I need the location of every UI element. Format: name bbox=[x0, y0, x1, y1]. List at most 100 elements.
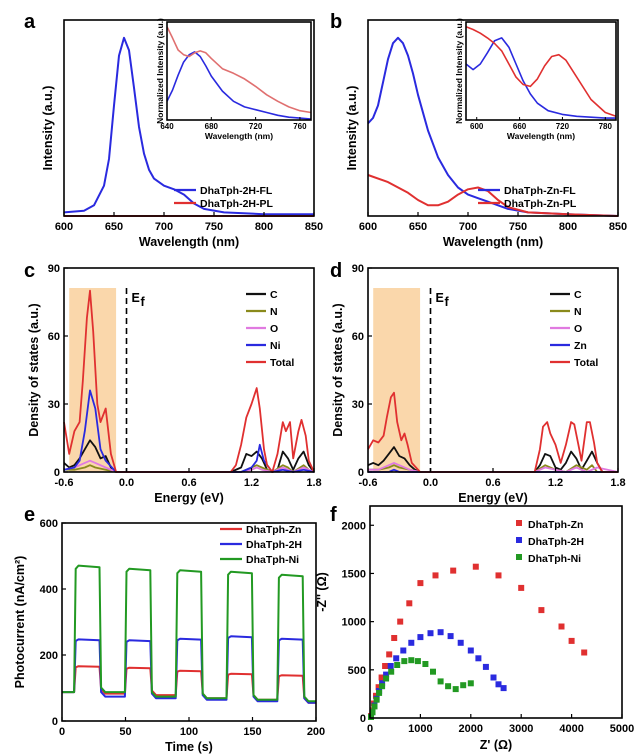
data-point bbox=[495, 681, 502, 688]
data-point bbox=[383, 671, 390, 678]
data-point bbox=[475, 655, 482, 662]
panel-b: b 600 650 700 750 800 850 Wavelength (nm) Intens… bbox=[330, 11, 627, 249]
panel-e-legend-label: DhaTph-Ni bbox=[246, 554, 299, 566]
panel-a-legend-label: DhaTph-2H-PL bbox=[200, 198, 273, 210]
panel-d-ytick-label: 60 bbox=[352, 331, 364, 343]
data-point bbox=[457, 639, 464, 646]
panel-letter: e bbox=[24, 504, 35, 526]
inset-xtick-label: 780 bbox=[599, 122, 613, 131]
data-point bbox=[452, 686, 459, 693]
panel-f-legend-label: DhaTph-Ni bbox=[528, 553, 581, 565]
panel-c-legend-label: Ni bbox=[270, 340, 281, 352]
panel-f-ytick-label: 0 bbox=[360, 713, 366, 725]
panel-d-xtick-label: -0.6 bbox=[359, 477, 378, 489]
series-DhaTph-Zn bbox=[368, 563, 588, 720]
panel-b-legend-label: DhaTph-Zn-PL bbox=[504, 198, 577, 210]
data-point bbox=[406, 600, 413, 607]
panel-c-ytick-label: 30 bbox=[48, 399, 60, 411]
inset-xtick-label: 600 bbox=[470, 122, 484, 131]
panel-d-xtick-label: 0.0 bbox=[423, 477, 438, 489]
panel-d-legend-entry: C bbox=[550, 289, 582, 301]
panel-e-xtick-label: 200 bbox=[307, 726, 325, 738]
inset-y-axis-title: Normalized Intensity (a.u.) bbox=[155, 18, 165, 124]
data-point bbox=[581, 649, 588, 656]
x-axis-title: Time (s) bbox=[165, 740, 213, 754]
data-point bbox=[417, 580, 424, 587]
series-line-C bbox=[367, 446, 618, 473]
panel-c-legend-label: O bbox=[270, 323, 278, 335]
panel-f-legend-label: DhaTph-Zn bbox=[528, 519, 583, 531]
x-axis-title: Wavelength (nm) bbox=[443, 235, 543, 249]
panel-c-ytick-label: 0 bbox=[54, 467, 60, 479]
data-point bbox=[368, 714, 374, 720]
panel-d-legend-label: Total bbox=[574, 357, 598, 369]
panel-f-legend-label: DhaTph-2H bbox=[528, 536, 584, 548]
series-line-N bbox=[368, 464, 618, 473]
x-axis-title: Energy (eV) bbox=[458, 491, 527, 505]
panel-f-xtick-label: 4000 bbox=[559, 723, 583, 735]
panel-c-xtick-label: 0.6 bbox=[181, 477, 196, 489]
panel-d-legend-label: O bbox=[574, 323, 582, 335]
data-point bbox=[373, 696, 380, 703]
panel-f-legend-entry: DhaTph-Zn bbox=[516, 519, 583, 531]
panel-d-legend-entry: Total bbox=[550, 357, 598, 369]
data-point bbox=[422, 661, 429, 667]
inset-x-axis-title: Wavelength (nm) bbox=[205, 131, 273, 141]
panel-c-legend-label: N bbox=[270, 306, 278, 318]
panel-d-legend-label: Zn bbox=[574, 340, 587, 352]
data-point bbox=[538, 607, 545, 614]
data-point bbox=[386, 651, 393, 658]
panel-e-xtick-label: 50 bbox=[119, 726, 131, 738]
panel-b-xtick-label: 850 bbox=[609, 221, 627, 233]
panel-letter: b bbox=[330, 11, 342, 33]
data-point bbox=[417, 634, 424, 641]
data-point bbox=[391, 635, 398, 641]
y-axis-title: Density of states (a.u.) bbox=[331, 303, 345, 436]
data-point bbox=[376, 689, 383, 696]
data-point bbox=[387, 663, 394, 669]
x-axis-title: Wavelength (nm) bbox=[139, 235, 239, 249]
panel-e: e 0 50 100 150 200 0 200 400 600 Time (s) Photocurr… bbox=[13, 504, 325, 754]
data-point bbox=[383, 675, 390, 682]
panel-a-legend-entry: DhaTph-2H-FL bbox=[174, 185, 273, 197]
panel-e-legend-entry: DhaTph-2H bbox=[220, 539, 302, 551]
inset-y-axis-title: Normalized Intensity (a.u.) bbox=[454, 18, 464, 124]
valence-band-highlight bbox=[373, 288, 421, 472]
data-point bbox=[369, 709, 376, 716]
data-point bbox=[467, 680, 474, 687]
panel-e-ytick-label: 600 bbox=[40, 518, 58, 530]
panel-f-legend-entry: DhaTph-2H bbox=[516, 536, 584, 548]
panel-c-legend-entry: Ni bbox=[246, 340, 281, 352]
panel-c-ytick-label: 90 bbox=[48, 263, 60, 275]
data-point bbox=[397, 618, 404, 625]
plot-frame bbox=[369, 505, 623, 719]
data-point bbox=[447, 633, 454, 640]
plot-frame bbox=[63, 19, 315, 217]
panel-b-legend-label: DhaTph-Zn-FL bbox=[504, 185, 576, 197]
data-point bbox=[568, 637, 575, 644]
panel-b-legend-entry: DhaTph-Zn-FL bbox=[478, 185, 576, 197]
panel-d-legend-entry: O bbox=[550, 323, 582, 335]
panel-f-xtick-label: 3000 bbox=[509, 723, 533, 735]
x-axis-title: Energy (eV) bbox=[154, 491, 223, 505]
panel-a-legend-entry: DhaTph-2H-PL bbox=[174, 198, 273, 210]
data-point bbox=[388, 668, 395, 675]
panel-e-legend-entry: DhaTph-Ni bbox=[220, 554, 299, 566]
panel-f-xtick-label: 5000 bbox=[610, 723, 634, 735]
series-line-O bbox=[63, 459, 315, 473]
panel-c-legend-entry: O bbox=[246, 323, 278, 335]
series-line-DhaTph-Zn-FL bbox=[367, 36, 619, 217]
data-point bbox=[401, 658, 408, 665]
panel-c-xtick-label: 0.0 bbox=[119, 477, 134, 489]
inset-x-axis-title: Wavelength (nm) bbox=[507, 131, 575, 141]
panel-f: f 0 1000 2000 3000 4000 5000 0 500 1000 1500 2000 Z'… bbox=[315, 504, 634, 752]
data-point bbox=[408, 639, 415, 646]
data-point bbox=[378, 674, 385, 681]
panel-a-xtick-label: 650 bbox=[105, 221, 123, 233]
panel-d-ytick-label: 0 bbox=[358, 467, 364, 479]
y-axis-title: Photocurrent (nA/cm²) bbox=[13, 556, 27, 689]
panel-letter: c bbox=[24, 260, 35, 282]
inset-xtick-label: 640 bbox=[160, 122, 174, 131]
panel-e-ytick-label: 400 bbox=[40, 584, 58, 596]
